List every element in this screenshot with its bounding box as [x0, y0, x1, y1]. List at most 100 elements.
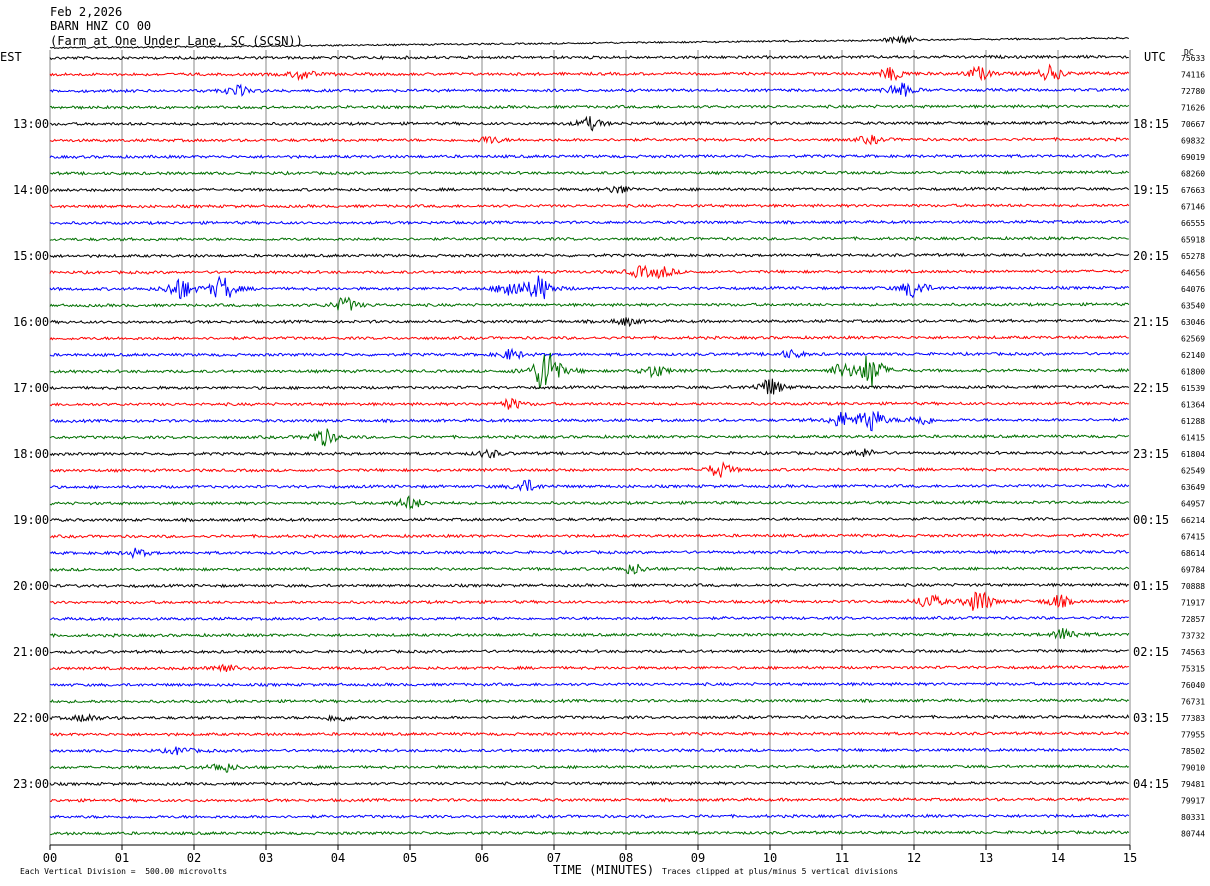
dc-offset-label: 76731 [1181, 698, 1205, 707]
trace-row [49, 448, 1129, 459]
dc-offset-label: 68614 [1181, 549, 1205, 558]
right-hour-label: 02:15 [1133, 645, 1169, 659]
dc-offset-label: 67415 [1181, 533, 1205, 542]
x-tick-label: 09 [691, 851, 705, 865]
trace-row [49, 219, 1130, 226]
trace-row [49, 582, 1129, 589]
trace-row [49, 495, 1130, 511]
right-hour-label: 19:15 [1133, 183, 1169, 197]
x-tick-label: 06 [475, 851, 489, 865]
dc-offset-label: 80331 [1181, 813, 1205, 822]
dc-label: DC [1184, 48, 1194, 57]
right-hour-label: 21:15 [1133, 315, 1169, 329]
left-hour-label: 17:00 [13, 381, 49, 395]
right-hour-label: 00:15 [1133, 513, 1169, 527]
left-hour-label: 18:00 [13, 447, 49, 461]
trace-row [49, 712, 1130, 723]
x-tick-label: 05 [403, 851, 417, 865]
chart-date: Feb 2,2026 [50, 5, 123, 19]
dc-offset-label: 64656 [1181, 269, 1205, 278]
trace-row [49, 796, 1129, 803]
trace-row [49, 34, 1130, 50]
dc-offset-label: 61539 [1181, 384, 1205, 393]
dc-offset-label: 62140 [1181, 351, 1205, 360]
dc-offset-label: 63649 [1181, 483, 1205, 492]
dc-offset-label: 66555 [1181, 219, 1205, 228]
dc-offset-label: 70888 [1181, 582, 1205, 591]
clip-note: Traces clipped at plus/minus 5 vertical … [662, 867, 899, 876]
left-hour-label: 23:00 [13, 777, 49, 791]
x-tick-label: 14 [1051, 851, 1065, 865]
right-hour-label: 20:15 [1133, 249, 1169, 263]
left-hour-label: 13:00 [13, 117, 49, 131]
dc-offset-label: 74563 [1181, 648, 1205, 657]
right-hour-label: 04:15 [1133, 777, 1169, 791]
trace-row [49, 252, 1130, 259]
trace-row [49, 334, 1129, 341]
trace-row [49, 746, 1130, 756]
trace-row [49, 780, 1129, 787]
dc-offset-label: 70667 [1181, 120, 1205, 129]
right-hour-label: 23:15 [1133, 447, 1169, 461]
x-tick-label: 08 [619, 851, 633, 865]
trace-row [49, 428, 1130, 447]
x-tick-label: 12 [907, 851, 921, 865]
trace-row [50, 170, 1130, 176]
trace-row [50, 203, 1130, 209]
left-hour-label: 16:00 [13, 315, 49, 329]
trace-row [49, 275, 1130, 300]
dc-offset-label: 64957 [1181, 500, 1205, 509]
trace-row [49, 82, 1130, 97]
trace-row [49, 115, 1129, 132]
dc-offset-label: 76040 [1181, 681, 1205, 690]
trace-row [49, 663, 1129, 673]
trace-row [49, 410, 1129, 432]
trace-row [49, 264, 1129, 280]
station-location: (Farm at One Under Lane, SC (SCSN)) [50, 34, 303, 48]
dc-offset-label: 63540 [1181, 302, 1205, 311]
station-name: BARN HNZ CO 00 [50, 19, 152, 33]
dc-offset-label: 65278 [1181, 252, 1205, 261]
trace-row [49, 479, 1130, 492]
dc-offset-label: 68260 [1181, 170, 1205, 179]
scale-note: Each Vertical Division = 500.00 microvol… [20, 867, 228, 876]
trace-row [50, 829, 1130, 836]
trace-row [49, 547, 1129, 560]
dc-offset-label: 67146 [1181, 203, 1205, 212]
trace-row [49, 627, 1130, 640]
right-timezone: UTC [1144, 50, 1166, 64]
trace-row [49, 317, 1130, 328]
dc-offset-label: 72857 [1181, 615, 1205, 624]
dc-offset-label: 61364 [1181, 401, 1205, 410]
trace-row [49, 352, 1130, 389]
dc-offset-label: 66214 [1181, 516, 1205, 525]
x-tick-label: 02 [187, 851, 201, 865]
dc-offset-label: 80744 [1181, 830, 1205, 839]
x-tick-label: 11 [835, 851, 849, 865]
dc-offset-label: 61800 [1181, 368, 1205, 377]
left-timezone: EST [0, 50, 22, 64]
dc-offset-label: 67663 [1181, 186, 1205, 195]
dc-offset-label: 69784 [1181, 566, 1205, 575]
dc-offset-label: 78502 [1181, 747, 1205, 756]
x-tick-label: 13 [979, 851, 993, 865]
trace-row [49, 763, 1130, 773]
dc-offset-label: 61288 [1181, 417, 1205, 426]
trace-row [49, 397, 1129, 410]
right-hour-label: 18:15 [1133, 117, 1169, 131]
right-hour-label: 01:15 [1133, 579, 1169, 593]
dc-offset-label: 79010 [1181, 764, 1205, 773]
trace-row [49, 813, 1130, 820]
x-tick-label: 07 [547, 851, 561, 865]
x-tick-label: 10 [763, 851, 777, 865]
left-hour-label: 22:00 [13, 711, 49, 725]
right-hour-label: 22:15 [1133, 381, 1169, 395]
dc-offset-label: 74116 [1181, 71, 1205, 80]
dc-offset-label: 65918 [1181, 236, 1205, 245]
left-hour-label: 14:00 [13, 183, 49, 197]
trace-row [49, 185, 1130, 194]
dc-offset-label: 77955 [1181, 731, 1205, 740]
dc-offset-label: 62569 [1181, 335, 1205, 344]
x-tick-label: 01 [115, 851, 129, 865]
dc-offset-label: 62549 [1181, 467, 1205, 476]
